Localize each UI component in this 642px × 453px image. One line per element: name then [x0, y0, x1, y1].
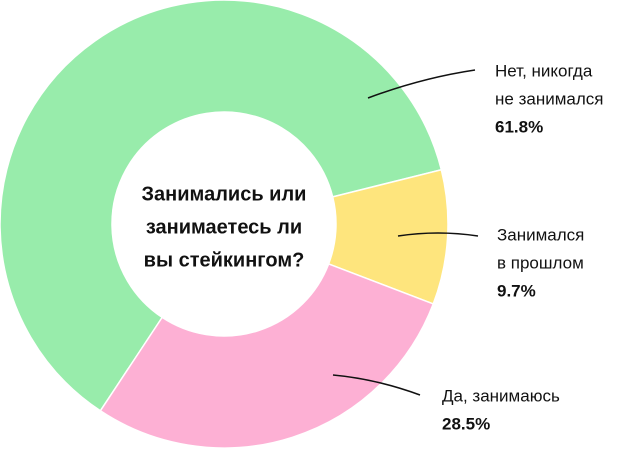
center-title: занимаетесь ли	[146, 216, 302, 238]
leader-line	[367, 69, 476, 99]
center-title: вы стейкингом?	[144, 249, 305, 271]
slice-label: не занимался	[495, 89, 603, 108]
center-title: Занимались или	[142, 183, 307, 205]
value-label: 61.8%	[495, 117, 543, 136]
value-label: 28.5%	[442, 414, 490, 433]
slice-label: Занимался	[497, 225, 584, 244]
slice	[0, 0, 443, 412]
leader-line	[332, 374, 421, 396]
leader-line	[397, 232, 479, 237]
slice-label: в прошлом	[497, 253, 584, 272]
slice-label: Нет, никогда	[495, 61, 593, 80]
slice-label: Да, занимаюсь	[442, 386, 560, 405]
value-label: 9.7%	[497, 281, 536, 300]
slice	[99, 262, 435, 449]
